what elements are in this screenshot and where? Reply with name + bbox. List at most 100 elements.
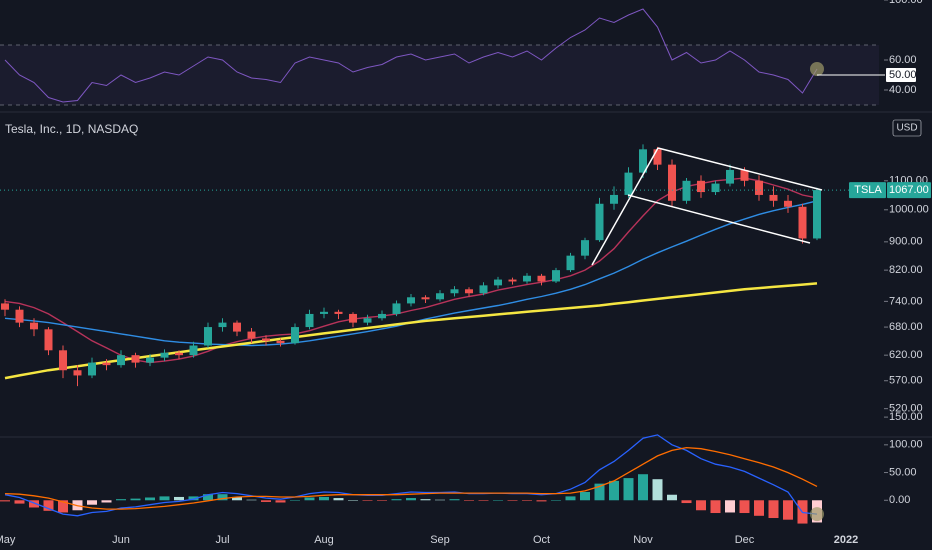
candle-body xyxy=(73,370,82,376)
histogram-bar xyxy=(362,500,373,501)
y-tick-label: 40.00 xyxy=(889,84,917,96)
last-price-label: 1067.00 xyxy=(889,184,929,196)
candle-body xyxy=(595,203,604,241)
candle-body xyxy=(363,318,372,323)
histogram-bar xyxy=(377,500,387,501)
candle-body xyxy=(262,338,270,341)
candle-body xyxy=(378,313,386,319)
candle-body xyxy=(769,194,778,201)
candle-body xyxy=(421,297,430,300)
histogram-bar xyxy=(478,500,489,501)
candle-body xyxy=(146,357,154,363)
price-pane: 1100.001000.00900.00820.00740.00680.0062… xyxy=(0,144,931,415)
histogram-bar xyxy=(116,499,126,501)
flag-drawing xyxy=(591,147,823,266)
histogram-bar xyxy=(333,498,344,501)
histogram-bar xyxy=(217,494,228,501)
candle-body xyxy=(523,275,531,282)
candle-body xyxy=(392,303,401,314)
candle-body xyxy=(233,322,241,332)
histogram-bar xyxy=(522,500,532,501)
candle-body xyxy=(624,172,633,195)
histogram-bar xyxy=(594,483,605,501)
candle-body xyxy=(247,331,256,339)
level-tag xyxy=(886,68,916,82)
candle-body xyxy=(697,180,705,193)
x-tick-label: Jul xyxy=(215,534,229,546)
candle-body xyxy=(755,180,763,195)
histogram-bar xyxy=(580,491,590,501)
candle-body xyxy=(218,322,227,328)
candle-body xyxy=(798,206,807,239)
candle-body xyxy=(610,194,618,204)
histogram-bar xyxy=(551,500,561,501)
histogram-bar xyxy=(739,500,750,514)
y-tick-label: 570.00 xyxy=(889,375,923,387)
rsi-pane: 100.00 60.00 40.00 50.00 xyxy=(0,0,923,106)
candle-body xyxy=(305,313,314,328)
candle-body xyxy=(320,311,328,314)
candle-body xyxy=(175,352,183,356)
candle-body xyxy=(784,200,792,207)
candle-body xyxy=(639,149,647,173)
candle-body xyxy=(552,270,560,282)
x-tick-label: Sep xyxy=(430,534,450,546)
candle-body xyxy=(813,190,821,239)
histogram-bar xyxy=(43,500,54,511)
candle-body xyxy=(131,355,140,363)
candle-body xyxy=(581,240,589,256)
candle-body xyxy=(102,362,111,366)
candle-body xyxy=(160,352,169,358)
candle-body xyxy=(349,313,357,323)
y-tick-label: 60.00 xyxy=(889,54,917,66)
y-tick-label: 1000.00 xyxy=(889,204,929,216)
candle-body xyxy=(88,362,96,376)
histogram-bar xyxy=(159,496,170,501)
candle-body xyxy=(465,289,473,294)
candle-body xyxy=(653,149,662,165)
histogram-bar xyxy=(246,499,257,501)
candle-body xyxy=(59,350,67,371)
x-tick-label: Nov xyxy=(633,534,653,546)
histogram-bar xyxy=(0,500,10,502)
histogram-bar xyxy=(710,500,721,514)
candle-body xyxy=(15,309,24,323)
histogram-bar xyxy=(29,500,39,508)
y-tick-label: 740.00 xyxy=(889,295,923,307)
candle-body xyxy=(711,183,720,193)
x-tick-label: Jun xyxy=(112,534,130,546)
candle-body xyxy=(450,289,459,294)
y-tick-label: 900.00 xyxy=(889,236,923,248)
line-series xyxy=(4,177,818,364)
x-tick-label: Dec xyxy=(735,534,755,546)
currency-box[interactable] xyxy=(892,119,922,137)
candle-body xyxy=(479,285,488,294)
histogram-bar xyxy=(174,496,184,501)
x-tick-label: May xyxy=(0,534,16,546)
histogram-bar xyxy=(609,480,619,501)
histogram-bar xyxy=(101,500,112,503)
candle-body xyxy=(334,311,343,314)
candle-body xyxy=(436,293,444,300)
histogram-bar xyxy=(464,500,474,501)
histogram-bar xyxy=(188,496,199,501)
x-tick-label: 2022 xyxy=(834,534,858,546)
last-point xyxy=(810,507,824,522)
histogram-bar xyxy=(275,500,286,503)
y-tick-label: 100.00 xyxy=(889,439,923,451)
rsi-band xyxy=(0,45,879,105)
histogram-bar xyxy=(449,499,460,501)
y-tick-label: 100.00 xyxy=(889,0,923,6)
histogram-bar xyxy=(565,496,576,501)
chart-title: Tesla, Inc., 1D, NASDAQ xyxy=(5,122,138,136)
x-axis: May Jun Jul Aug Sep Oct Nov Dec 2022 xyxy=(0,534,858,546)
y-tick-label: 620.00 xyxy=(889,349,923,361)
y-tick-label: 520.00 xyxy=(889,403,923,415)
x-tick-label: Oct xyxy=(533,534,550,546)
candle-body xyxy=(117,355,125,366)
histogram-bar xyxy=(14,500,25,504)
histogram-bar xyxy=(203,494,213,501)
line-series xyxy=(4,446,818,510)
